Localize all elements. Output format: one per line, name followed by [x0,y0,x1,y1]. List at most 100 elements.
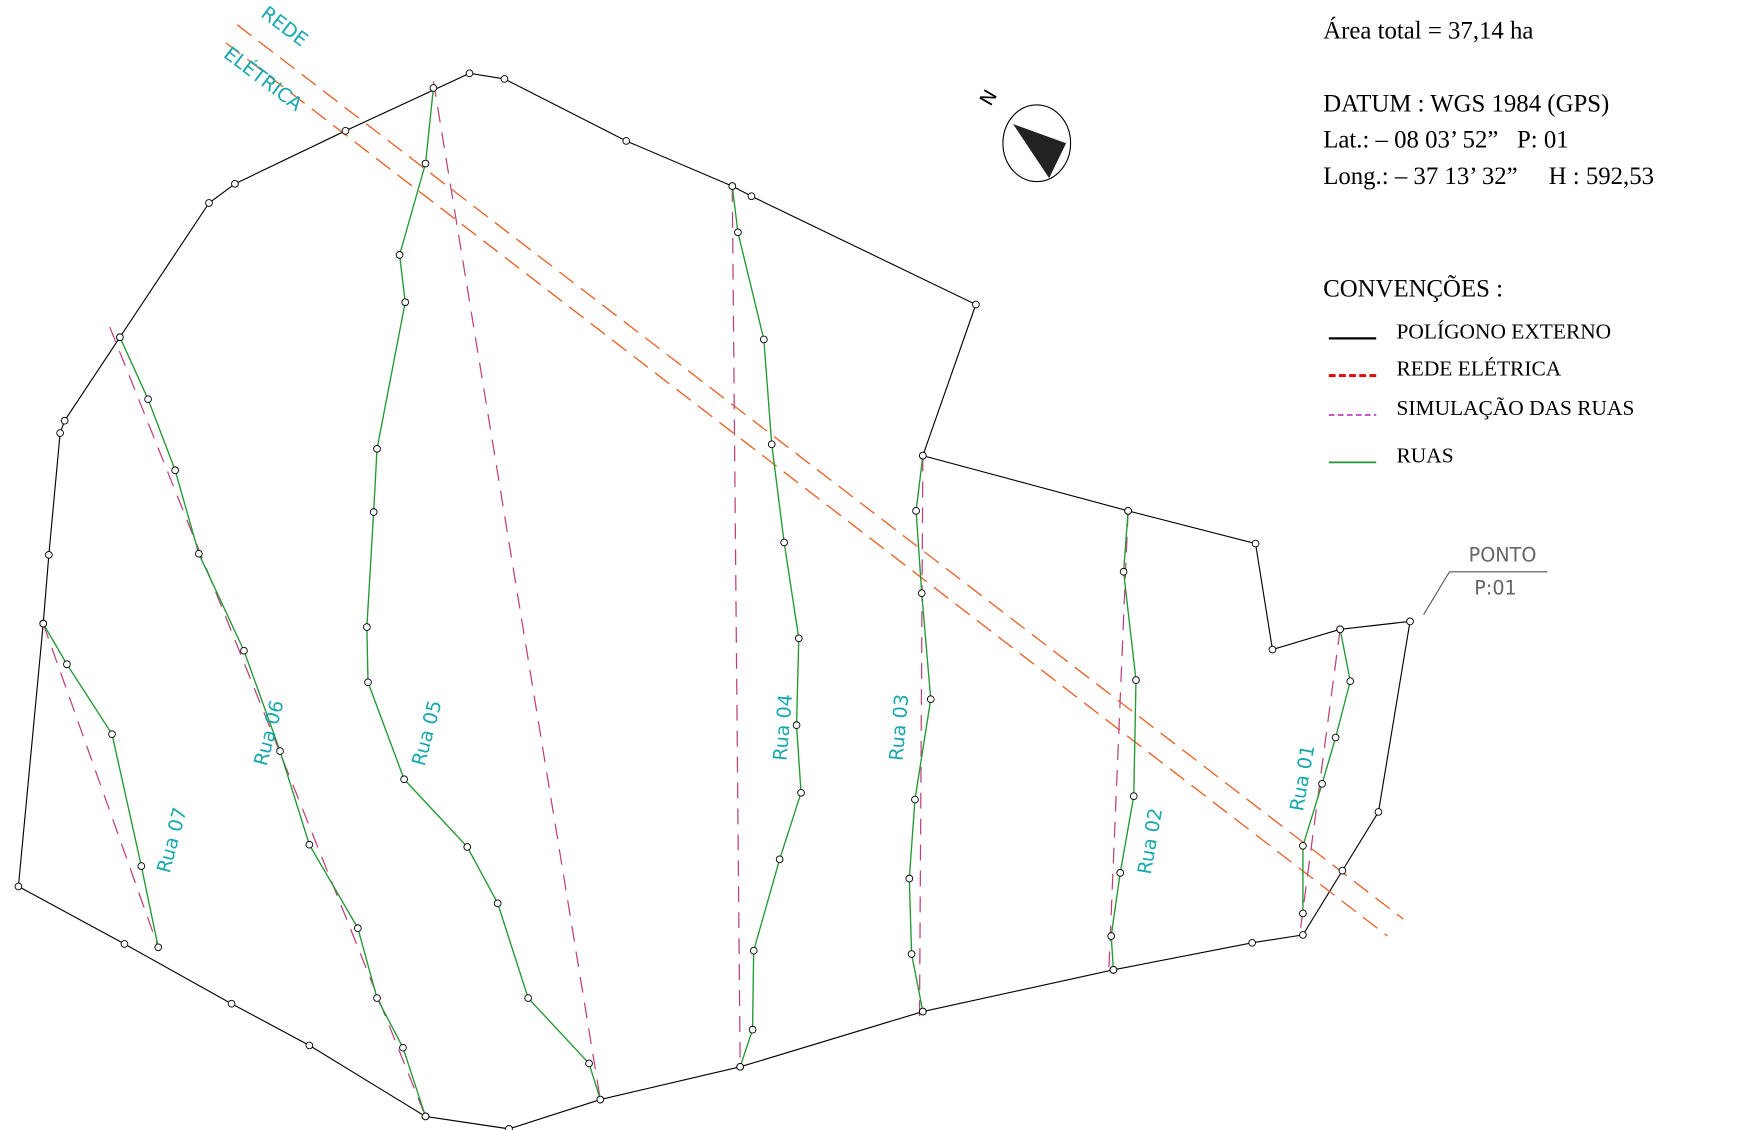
vertex [144,395,152,404]
vertex [1299,909,1307,918]
vertex [919,451,927,460]
vertex [39,619,48,628]
vertex [305,840,314,849]
vertex [171,466,179,475]
vertex [596,1095,605,1104]
vertex [205,199,213,207]
vertex [463,843,472,851]
lat: Lat.: – 08 03’ 52” P: 01 [1323,127,1568,154]
vertex [1299,931,1307,939]
street-label: Rua 07 [152,805,192,875]
vertex [63,660,71,669]
vertex [227,999,236,1008]
vertex [585,1059,593,1068]
legend-item: REDE ELÉTRICA [1397,357,1562,381]
vertex [734,228,742,237]
area: Área total = 37,14 ha [1323,16,1533,44]
vertex [1299,841,1307,850]
vertex [760,335,768,344]
vertex [905,874,914,883]
street-label: Rua 01 [1285,743,1319,813]
vertices [14,69,1414,1130]
vertex [421,1112,430,1121]
vertex [400,775,408,784]
north-label: N [975,86,1002,110]
vertex [1374,808,1383,816]
vertex [45,551,53,559]
vertex [429,84,438,92]
vertex [354,924,362,932]
power-line [225,24,1404,937]
street-label: Rua 05 [407,698,447,768]
vertex [775,855,784,864]
vertex [907,950,916,958]
vertex [14,882,23,891]
vertex [465,69,474,78]
power-line-label: ELÉTRICA [220,42,307,116]
vertex [797,788,805,797]
vertex [1129,792,1138,801]
point-label: PONTO [1469,544,1537,567]
vertex [767,440,776,449]
legend-item: SIMULAÇÃO DAS RUAS [1397,396,1635,420]
vertex [1331,733,1340,742]
vertex [794,634,803,643]
vertex [911,795,919,804]
vertex [1132,676,1140,684]
legend-title: CONVENÇÕES : [1323,275,1503,303]
point-label: P:01 [1474,576,1516,599]
vertex [195,549,203,558]
vertex [305,1041,314,1050]
vertex [912,507,920,515]
street-simulations [42,81,1341,1117]
vertex [622,137,631,145]
vertex [373,445,381,453]
long: Long.: – 37 13’ 32” H : 592,53 [1323,163,1654,190]
vertex [1109,966,1118,974]
legend-item: POLÍGONO EXTERNO [1397,319,1612,343]
vertex [363,623,371,631]
vertex [505,1125,513,1130]
vertex [524,994,532,1002]
vertex [1124,507,1132,515]
datum: DATUM : WGS 1984 (GPS) [1323,91,1609,118]
vertex [728,182,737,190]
vertex [401,298,410,307]
vertex [108,730,116,738]
vertex [1268,645,1277,654]
vertex [276,747,284,755]
vertex [231,179,239,188]
vertex [421,159,430,168]
vertex [917,589,926,598]
vertex [749,946,758,955]
vertex [747,192,756,201]
vertex [792,721,801,729]
vertex [1116,869,1125,877]
vertex [919,1007,927,1016]
vertex [154,943,163,952]
street-label: Rua 02 [1133,806,1167,876]
vertex [1248,938,1256,947]
street-label: Rua 03 [885,693,914,762]
vertex [56,429,64,437]
vertex [1119,567,1128,576]
power-line-label: REDE [257,1,313,51]
vertex [780,538,788,547]
vertex [364,678,372,687]
vertex [395,251,404,259]
vertex [116,333,124,342]
compass: N [975,86,1072,183]
vertex [1107,932,1116,940]
vertex [1318,779,1326,788]
street-label: Rua 04 [768,693,797,762]
outer-polygon [17,72,1411,1130]
vertex [748,1025,757,1034]
vertex [1346,677,1355,685]
vertex [341,126,350,135]
vertex [1338,866,1347,875]
vertex [736,1063,744,1071]
vertex [972,300,980,309]
vertex [1336,625,1344,634]
vertex [399,1043,407,1052]
